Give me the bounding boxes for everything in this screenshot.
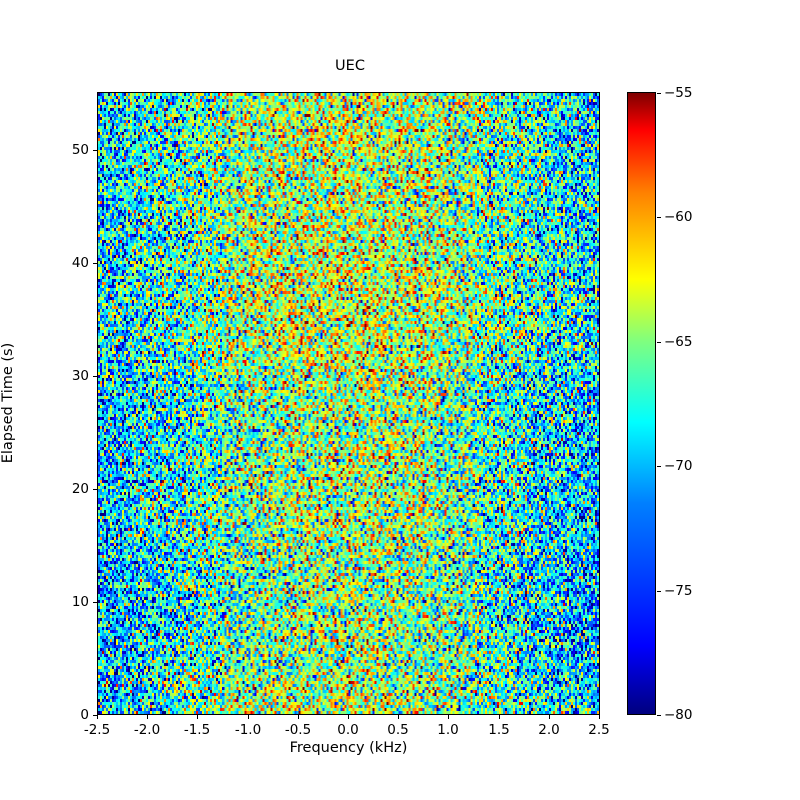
spectrogram-axes (97, 92, 600, 715)
x-tick-mark (599, 715, 600, 719)
spectrogram-heatmap (98, 93, 599, 714)
x-tick-label: 0.5 (387, 722, 409, 738)
colorbar-tick-mark (657, 93, 661, 94)
colorbar-tick-mark (657, 342, 661, 343)
x-tick-label: -2.0 (133, 722, 161, 738)
x-tick-mark (499, 715, 500, 719)
x-tick-label: 1.5 (488, 722, 510, 738)
x-tick-label: 2.5 (588, 722, 610, 738)
x-tick-label: -1.0 (234, 722, 262, 738)
y-tick-label: 50 (71, 142, 89, 158)
y-tick-mark (93, 489, 97, 490)
x-tick-mark (448, 715, 449, 719)
x-tick-mark (348, 715, 349, 719)
x-axis-label: Frequency (kHz) (289, 740, 408, 756)
y-axis-label: Elapsed Time (s) (0, 342, 16, 464)
colorbar-tick-mark (657, 715, 661, 716)
colorbar-gradient (627, 92, 656, 715)
colorbar-tick-label: −55 (664, 85, 693, 101)
colorbar-tick-label: −65 (664, 334, 693, 350)
y-tick-label: 20 (71, 481, 89, 497)
y-tick-mark (93, 715, 97, 716)
colorbar-tick-mark (657, 591, 661, 592)
title-line-station: UEC (335, 58, 365, 74)
x-tick-mark (248, 715, 249, 719)
x-tick-mark (549, 715, 550, 719)
x-tick-label: 0.0 (337, 722, 359, 738)
colorbar-tick-label: −60 (664, 209, 693, 225)
y-tick-label: 10 (71, 594, 89, 610)
y-tick-mark (93, 150, 97, 151)
y-tick-label: 40 (71, 255, 89, 271)
x-tick-label: 1.0 (437, 722, 459, 738)
x-tick-mark (147, 715, 148, 719)
x-tick-mark (97, 715, 98, 719)
colorbar-tick-label: −75 (664, 583, 693, 599)
y-tick-mark (93, 376, 97, 377)
y-tick-label: 0 (80, 707, 89, 723)
colorbar-tick-mark (657, 217, 661, 218)
y-tick-mark (93, 263, 97, 264)
y-tick-label: 30 (71, 368, 89, 384)
x-tick-mark (398, 715, 399, 719)
colorbar-tick-mark (657, 466, 661, 467)
x-tick-label: -0.5 (284, 722, 312, 738)
y-tick-mark (93, 602, 97, 603)
x-tick-mark (197, 715, 198, 719)
x-tick-label: -2.5 (83, 722, 111, 738)
colorbar-tick-label: −70 (664, 458, 693, 474)
x-tick-label: 2.0 (538, 722, 560, 738)
x-tick-label: -1.5 (183, 722, 211, 738)
x-tick-mark (298, 715, 299, 719)
colorbar-tick-label: −80 (664, 707, 693, 723)
